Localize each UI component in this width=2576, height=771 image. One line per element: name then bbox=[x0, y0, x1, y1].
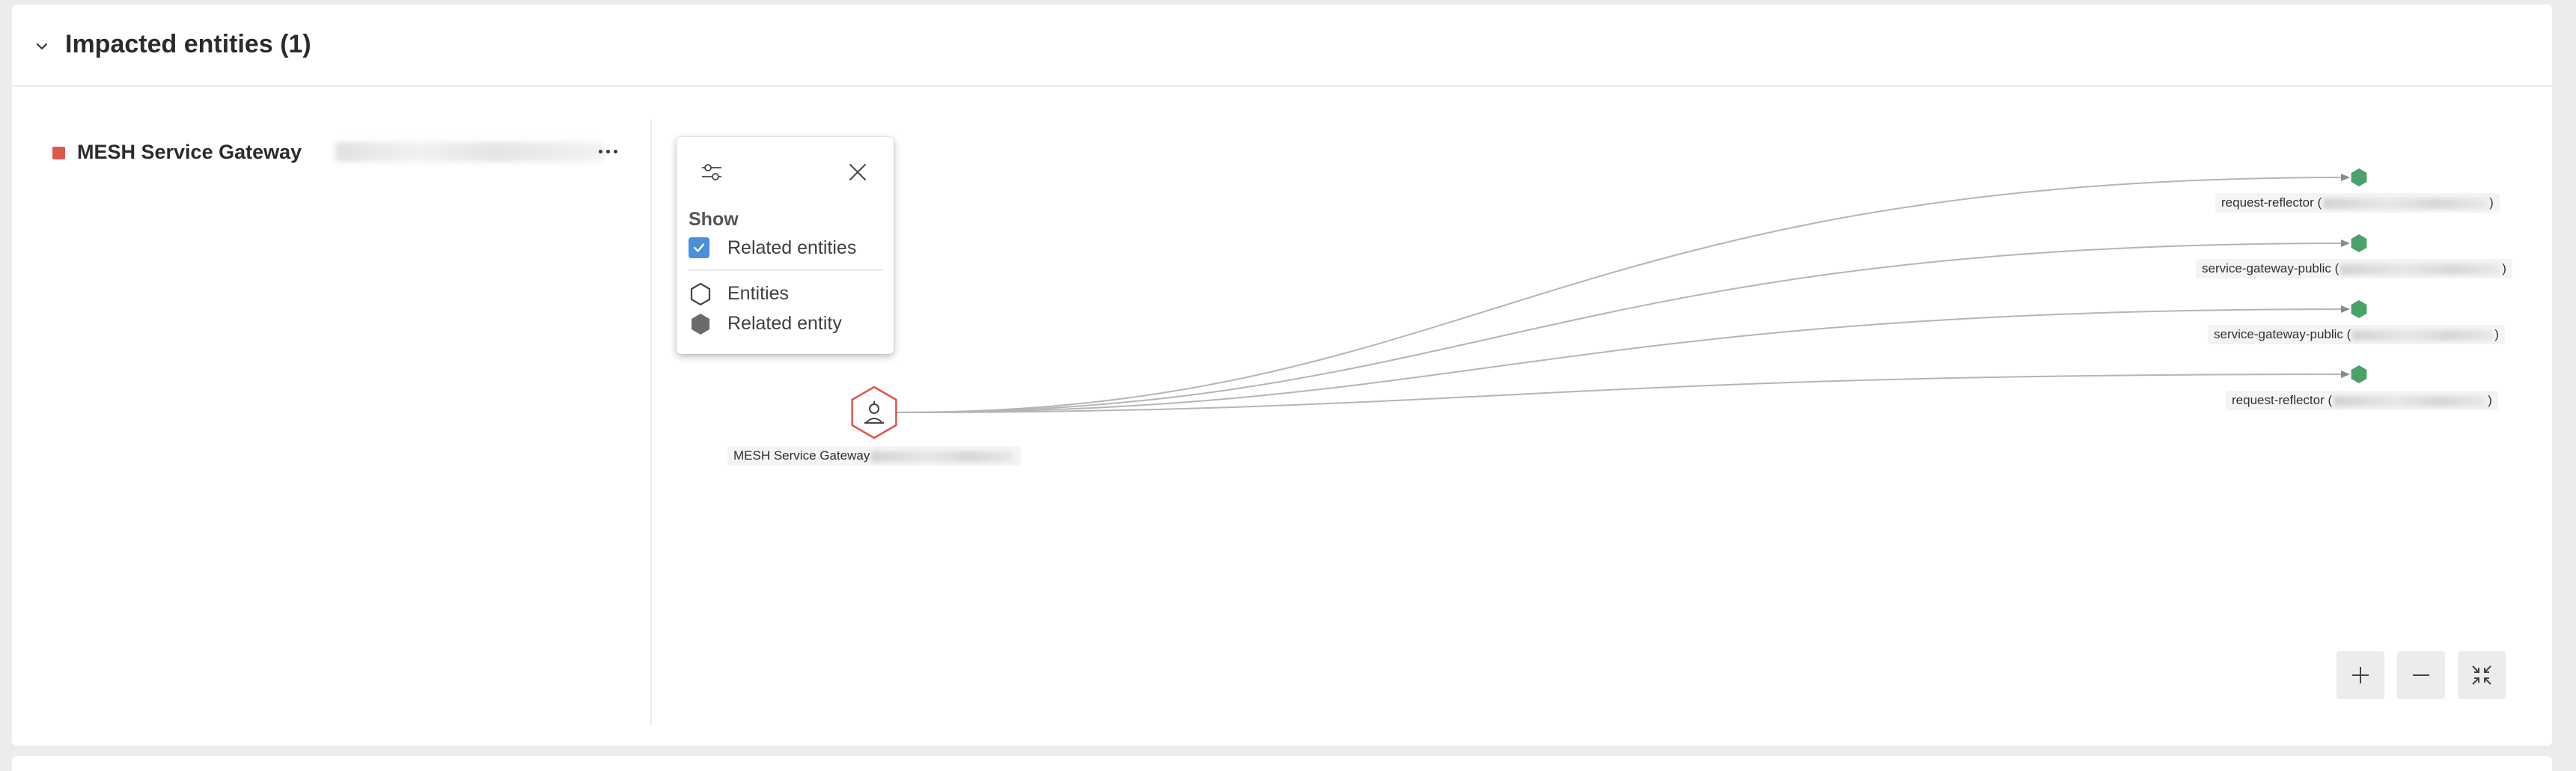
panel-title: Impacted entities (1) bbox=[65, 30, 311, 58]
collapse-arrows-icon bbox=[2472, 665, 2491, 685]
redacted-id bbox=[871, 451, 1014, 462]
node-label: request-reflector () bbox=[2226, 391, 2498, 410]
edge-arrowhead bbox=[2341, 371, 2350, 378]
node-label: service-gateway-public () bbox=[2196, 259, 2512, 278]
graph-edge bbox=[896, 308, 2346, 413]
redacted-id bbox=[2323, 198, 2488, 209]
node-label: service-gateway-public () bbox=[2208, 325, 2505, 344]
popover-divider bbox=[689, 269, 883, 271]
graph-settings-popover: Show Related entities Entities Related e… bbox=[677, 137, 894, 354]
show-heading: Show bbox=[689, 209, 739, 230]
more-options-button[interactable] bbox=[593, 136, 626, 166]
node-label-text: service-gateway-public ( bbox=[2202, 261, 2340, 275]
node-label-suffix: ) bbox=[2502, 261, 2506, 275]
hexagon-filled-icon bbox=[692, 314, 709, 335]
redacted-id bbox=[2352, 329, 2494, 341]
next-panel-edge bbox=[12, 756, 2552, 771]
node-label-suffix: ) bbox=[2489, 195, 2494, 210]
zoom-out-button[interactable] bbox=[2397, 651, 2445, 699]
related-entity-node[interactable] bbox=[2351, 234, 2367, 252]
redacted-id bbox=[2334, 395, 2487, 406]
redacted-entity-id bbox=[335, 142, 605, 162]
redacted-id bbox=[2340, 263, 2501, 275]
plus-icon bbox=[2352, 667, 2369, 683]
entity-name[interactable]: MESH Service Gateway bbox=[77, 141, 302, 163]
related-entity-node[interactable] bbox=[2351, 168, 2367, 186]
graph-edge bbox=[896, 243, 2346, 413]
node-label-suffix: ) bbox=[2488, 393, 2492, 407]
severity-indicator bbox=[52, 147, 65, 159]
hexagon-outline-icon bbox=[690, 282, 711, 306]
fit-to-screen-button[interactable] bbox=[2458, 651, 2506, 699]
graph-edge bbox=[896, 177, 2346, 413]
node-label: request-reflector () bbox=[2215, 193, 2500, 213]
service-gateway-icon bbox=[864, 401, 885, 424]
root-node-label: MESH Service Gateway bbox=[727, 446, 1022, 466]
checkbox-checked-icon[interactable] bbox=[689, 237, 709, 258]
settings-sliders-icon[interactable] bbox=[699, 159, 724, 185]
edge-arrowhead bbox=[2341, 305, 2350, 313]
related-entity-node[interactable] bbox=[2351, 365, 2367, 383]
edge-arrowhead bbox=[2341, 174, 2350, 181]
zoom-in-button[interactable] bbox=[2337, 651, 2384, 699]
node-label-text: request-reflector ( bbox=[2232, 393, 2333, 407]
minus-icon bbox=[2413, 674, 2429, 676]
related-entities-label: Related entities bbox=[727, 237, 857, 258]
root-node-label-text: MESH Service Gateway bbox=[733, 448, 870, 463]
edge-arrowhead bbox=[2341, 240, 2350, 247]
node-label-text: service-gateway-public ( bbox=[2214, 327, 2351, 341]
panel-divider bbox=[650, 120, 652, 726]
chevron-down-icon[interactable] bbox=[31, 36, 52, 57]
node-label-text: request-reflector ( bbox=[2221, 195, 2322, 210]
graph-edge bbox=[896, 374, 2346, 413]
legend-label: Entities bbox=[727, 283, 789, 304]
legend-label: Related entity bbox=[727, 313, 842, 334]
related-entity-node[interactable] bbox=[2351, 300, 2367, 318]
node-label-suffix: ) bbox=[2494, 327, 2499, 341]
panel-header[interactable]: Impacted entities (1) bbox=[12, 4, 2552, 87]
close-icon[interactable] bbox=[844, 159, 871, 186]
entity-list-item[interactable]: MESH Service Gateway bbox=[52, 138, 621, 172]
